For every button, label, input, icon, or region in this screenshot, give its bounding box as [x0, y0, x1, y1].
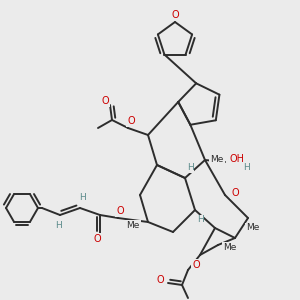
- Text: Me: Me: [246, 224, 260, 232]
- Text: H: H: [187, 164, 194, 172]
- Text: H: H: [196, 215, 203, 224]
- Text: H: H: [79, 194, 86, 202]
- Text: Me: Me: [210, 155, 224, 164]
- Text: O: O: [101, 96, 109, 106]
- Text: O: O: [93, 234, 101, 244]
- Text: Me: Me: [126, 220, 140, 230]
- Text: O: O: [231, 188, 239, 198]
- Text: O: O: [116, 206, 124, 216]
- Text: Me: Me: [223, 242, 237, 251]
- Text: OH: OH: [230, 154, 244, 164]
- Text: H: H: [244, 163, 250, 172]
- Text: O: O: [192, 260, 200, 270]
- Text: H: H: [55, 220, 62, 230]
- Text: O: O: [127, 116, 135, 126]
- Text: O: O: [156, 275, 164, 285]
- Text: O: O: [171, 10, 179, 20]
